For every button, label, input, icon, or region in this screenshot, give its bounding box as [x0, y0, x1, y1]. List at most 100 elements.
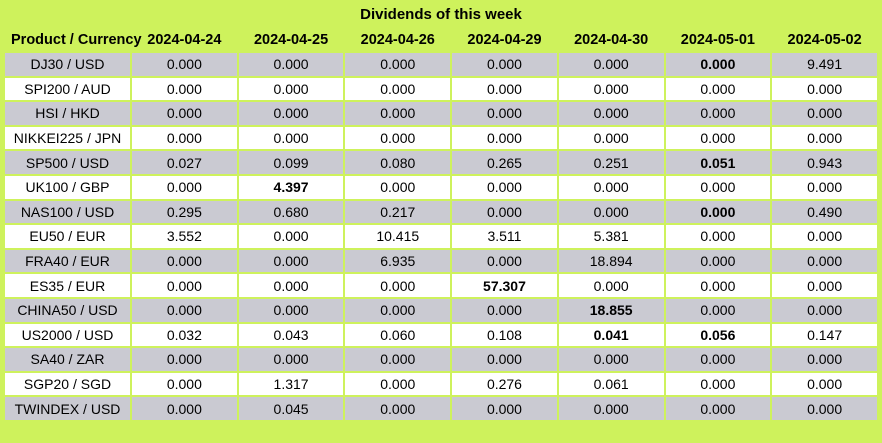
dividends-table: Product / Currency 2024-04-24 2024-04-25 2… [3, 27, 879, 422]
table-row: SP500 / USD 0.027 0.099 0.080 0.265 0.251 0.05… [5, 151, 877, 174]
dividend-value-cell: 0.000 [772, 397, 877, 420]
dividend-value-cell: 0.000 [345, 397, 451, 420]
date-header: 2024-05-02 [787, 32, 862, 48]
dividend-value-cell: 0.045 [238, 397, 344, 420]
dividend-value-cell: 0.000 [345, 175, 451, 199]
dividend-value-cell: 0.000 [452, 77, 557, 101]
dividend-value-cell: 0.000 [558, 53, 664, 76]
product-cell: TWINDEX / USD [5, 397, 130, 420]
dividend-value-cell: 0.032 [132, 323, 237, 347]
table-row: SGP20 / SGD 0.000 1.317 0.000 0.276 0.061 0.00… [5, 372, 877, 396]
dividend-value-cell: 0.041 [558, 323, 664, 347]
dividend-value-cell: 0.000 [452, 397, 557, 420]
table-row: EU50 / EUR 3.552 0.000 10.415 3.511 5.381 0.00… [5, 225, 877, 248]
dividend-value-cell: 0.000 [772, 372, 877, 396]
dividend-value-cell: 4.397 [238, 175, 344, 199]
dividend-value-cell: 0.000 [345, 77, 451, 101]
dividend-value-cell: 0.000 [132, 274, 237, 297]
dividend-value-cell: 0.000 [238, 298, 344, 322]
dividend-value-cell: 0.000 [665, 200, 771, 224]
dividend-value-cell: 0.000 [345, 372, 451, 396]
dividend-value-cell: 0.000 [772, 175, 877, 199]
dividend-value-cell: 0.217 [345, 200, 451, 224]
dividend-value-cell: 0.276 [452, 372, 557, 396]
date-header: 2024-04-24 [147, 32, 222, 48]
dividend-value-cell: 1.317 [238, 372, 344, 396]
dividend-value-cell: 0.099 [238, 151, 344, 174]
dividend-value-cell: 57.307 [452, 274, 557, 297]
dividend-value-cell: 0.000 [452, 298, 557, 322]
dividend-value-cell: 0.000 [238, 77, 344, 101]
product-cell: UK100 / GBP [5, 175, 130, 199]
dividend-value-cell: 0.000 [345, 102, 451, 125]
dividend-value-cell: 0.000 [132, 53, 237, 76]
dividend-value-cell: 0.000 [132, 249, 237, 273]
dividend-value-cell: 0.147 [772, 323, 877, 347]
dividend-value-cell: 0.000 [132, 126, 237, 150]
dividend-value-cell: 3.511 [452, 225, 557, 248]
table-row: US2000 / USD 0.032 0.043 0.060 0.108 0.041 0.0… [5, 323, 877, 347]
dividend-value-cell: 0.000 [772, 102, 877, 125]
dividend-value-cell: 0.000 [665, 298, 771, 322]
dividend-value-cell: 0.043 [238, 323, 344, 347]
dividend-value-cell: 0.000 [558, 126, 664, 150]
dividend-value-cell: 0.490 [772, 200, 877, 224]
dividend-value-cell: 0.000 [558, 397, 664, 420]
dividend-value-cell: 0.943 [772, 151, 877, 174]
table-row: HSI / HKD 0.000 0.000 0.000 0.000 0.000 0.000 0… [5, 102, 877, 125]
dividend-value-cell: 0.000 [558, 175, 664, 199]
dividend-value-cell: 0.061 [558, 372, 664, 396]
dividend-value-cell: 0.000 [345, 298, 451, 322]
dividend-value-cell: 0.000 [132, 298, 237, 322]
dividend-value-cell: 0.000 [132, 77, 237, 101]
dividend-value-cell: 9.491 [772, 53, 877, 76]
dividend-value-cell: 0.000 [665, 249, 771, 273]
date-header: 2024-04-26 [360, 32, 435, 48]
dividend-value-cell: 0.000 [665, 126, 771, 150]
dividend-value-cell: 0.056 [665, 323, 771, 347]
product-cell: FRA40 / EUR [5, 249, 130, 273]
table-row: ES35 / EUR 0.000 0.000 0.000 57.307 0.000 0.00… [5, 274, 877, 297]
dividend-value-cell: 0.000 [238, 225, 344, 248]
dividend-value-cell: 0.000 [558, 274, 664, 297]
dividend-value-cell: 0.680 [238, 200, 344, 224]
dividend-value-cell: 18.855 [558, 298, 664, 322]
date-header: 2024-04-25 [253, 32, 329, 48]
dividend-value-cell: 0.000 [238, 126, 344, 150]
product-cell: ES35 / EUR [5, 274, 130, 297]
table-row: TWINDEX / USD 0.000 0.045 0.000 0.000 0.000 0.… [5, 397, 877, 420]
dividend-value-cell: 0.000 [132, 397, 237, 420]
dividend-value-cell: 0.027 [132, 151, 237, 174]
table-row: UK100 / GBP 0.000 4.397 0.000 0.000 0.000 0.00… [5, 175, 877, 199]
table-row: FRA40 / EUR 0.000 0.000 6.935 0.000 18.894 0.0… [5, 249, 877, 273]
product-cell: US2000 / USD [5, 323, 130, 347]
product-cell: NIKKEI225 / JPN [5, 126, 130, 150]
dividend-value-cell: 0.000 [132, 102, 237, 125]
product-cell: SP500 / USD [5, 151, 130, 174]
dividend-value-cell: 0.000 [238, 274, 344, 297]
date-header: 2024-04-29 [467, 32, 542, 48]
dividend-value-cell: 0.000 [665, 372, 771, 396]
table-row: SPI200 / AUD 0.000 0.000 0.000 0.000 0.000 0.0… [5, 77, 877, 101]
table-body: DJ30 / USD 0.000 0.000 0.000 0.000 0.000 0.000… [5, 53, 877, 420]
dividend-value-cell: 0.000 [558, 102, 664, 125]
dividend-value-cell: 0.000 [772, 77, 877, 101]
dividend-value-cell: 0.000 [345, 274, 451, 297]
dividend-value-cell: 18.894 [558, 249, 664, 273]
table-row: NIKKEI225 / JPN 0.000 0.000 0.000 0.000 0.000… [5, 126, 877, 150]
dividend-value-cell: 0.000 [665, 397, 771, 420]
dividend-value-cell: 0.265 [452, 151, 557, 174]
dividend-value-cell: 0.000 [238, 102, 344, 125]
dividend-value-cell: 0.000 [772, 298, 877, 322]
dividend-value-cell: 0.000 [558, 77, 664, 101]
table-row: NAS100 / USD 0.295 0.680 0.217 0.000 0.000 0.0… [5, 200, 877, 224]
dividend-value-cell: 0.080 [345, 151, 451, 174]
dividend-value-cell: 0.000 [345, 126, 451, 150]
dividend-value-cell: 0.000 [238, 249, 344, 273]
dividend-value-cell: 0.000 [238, 348, 344, 371]
dividend-value-cell: 3.552 [132, 225, 237, 248]
dividend-value-cell: 0.000 [665, 225, 771, 248]
dividend-value-cell: 0.000 [665, 348, 771, 371]
dividend-value-cell: 0.000 [772, 249, 877, 273]
dividend-value-cell: 0.060 [345, 323, 451, 347]
